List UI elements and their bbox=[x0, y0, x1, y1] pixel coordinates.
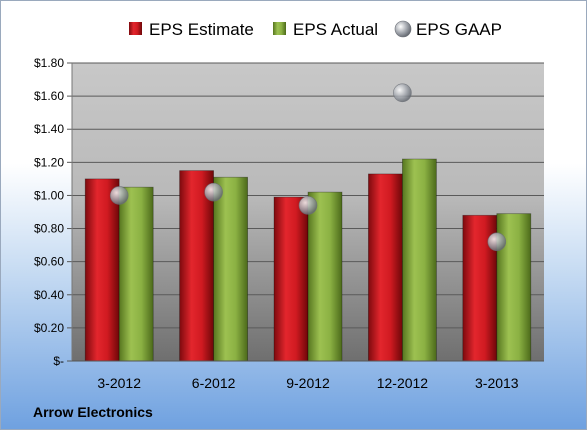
gaap-markers bbox=[109, 83, 507, 252]
y-tick-label: $0.80 bbox=[34, 222, 64, 236]
y-tick-label: $1.40 bbox=[34, 122, 64, 136]
y-tick-label: $0.60 bbox=[34, 255, 64, 269]
bar-eps-actual bbox=[213, 176, 249, 362]
bar-eps-actual bbox=[118, 186, 154, 362]
y-tick-label: $1.00 bbox=[34, 188, 64, 202]
y-tick-label: $1.80 bbox=[34, 56, 64, 70]
x-tick-label: 6-2012 bbox=[192, 375, 236, 391]
x-tick-label: 12-2012 bbox=[377, 375, 429, 391]
bars bbox=[84, 158, 532, 362]
bar-eps-estimate bbox=[367, 173, 403, 362]
legend-swatch bbox=[394, 20, 412, 38]
x-axis: 3-2012 6-2012 9-2012 12-2012 3-2013 bbox=[72, 360, 544, 391]
company-name: Arrow Electronics bbox=[33, 404, 153, 420]
marker-eps-gaap bbox=[393, 83, 412, 103]
marker-eps-gaap bbox=[109, 186, 129, 205]
marker-eps-gaap bbox=[487, 232, 507, 252]
y-tick-label: $0.40 bbox=[34, 288, 64, 302]
x-tick-label: 9-2012 bbox=[286, 375, 330, 391]
bar-eps-actual bbox=[307, 191, 343, 362]
y-tick-label: $0.20 bbox=[34, 321, 64, 335]
bar-eps-estimate bbox=[84, 178, 120, 362]
legend: EPS Estimate EPS Actual EPS GAAP bbox=[129, 20, 502, 39]
legend-label: EPS Actual bbox=[293, 20, 378, 39]
legend-swatch bbox=[129, 22, 142, 35]
x-tick-label: 3-2012 bbox=[97, 375, 141, 391]
y-tick-label: $1.60 bbox=[34, 89, 64, 103]
bar-eps-estimate bbox=[179, 170, 215, 362]
legend-swatch bbox=[273, 22, 286, 35]
bar-eps-actual bbox=[401, 158, 437, 362]
y-tick-label: $- bbox=[53, 354, 64, 368]
legend-label: EPS Estimate bbox=[149, 20, 254, 39]
legend-label: EPS GAAP bbox=[416, 20, 502, 39]
y-axis: $- $0.20 $0.40 $0.60 $0.80 $1.00 $1.20 $1.40 $1.… bbox=[34, 56, 73, 368]
x-tick-label: 3-2013 bbox=[475, 375, 519, 391]
y-tick-label: $1.20 bbox=[34, 155, 64, 169]
bar-eps-estimate bbox=[273, 196, 309, 362]
marker-eps-gaap bbox=[204, 182, 223, 202]
marker-eps-gaap bbox=[298, 196, 318, 215]
